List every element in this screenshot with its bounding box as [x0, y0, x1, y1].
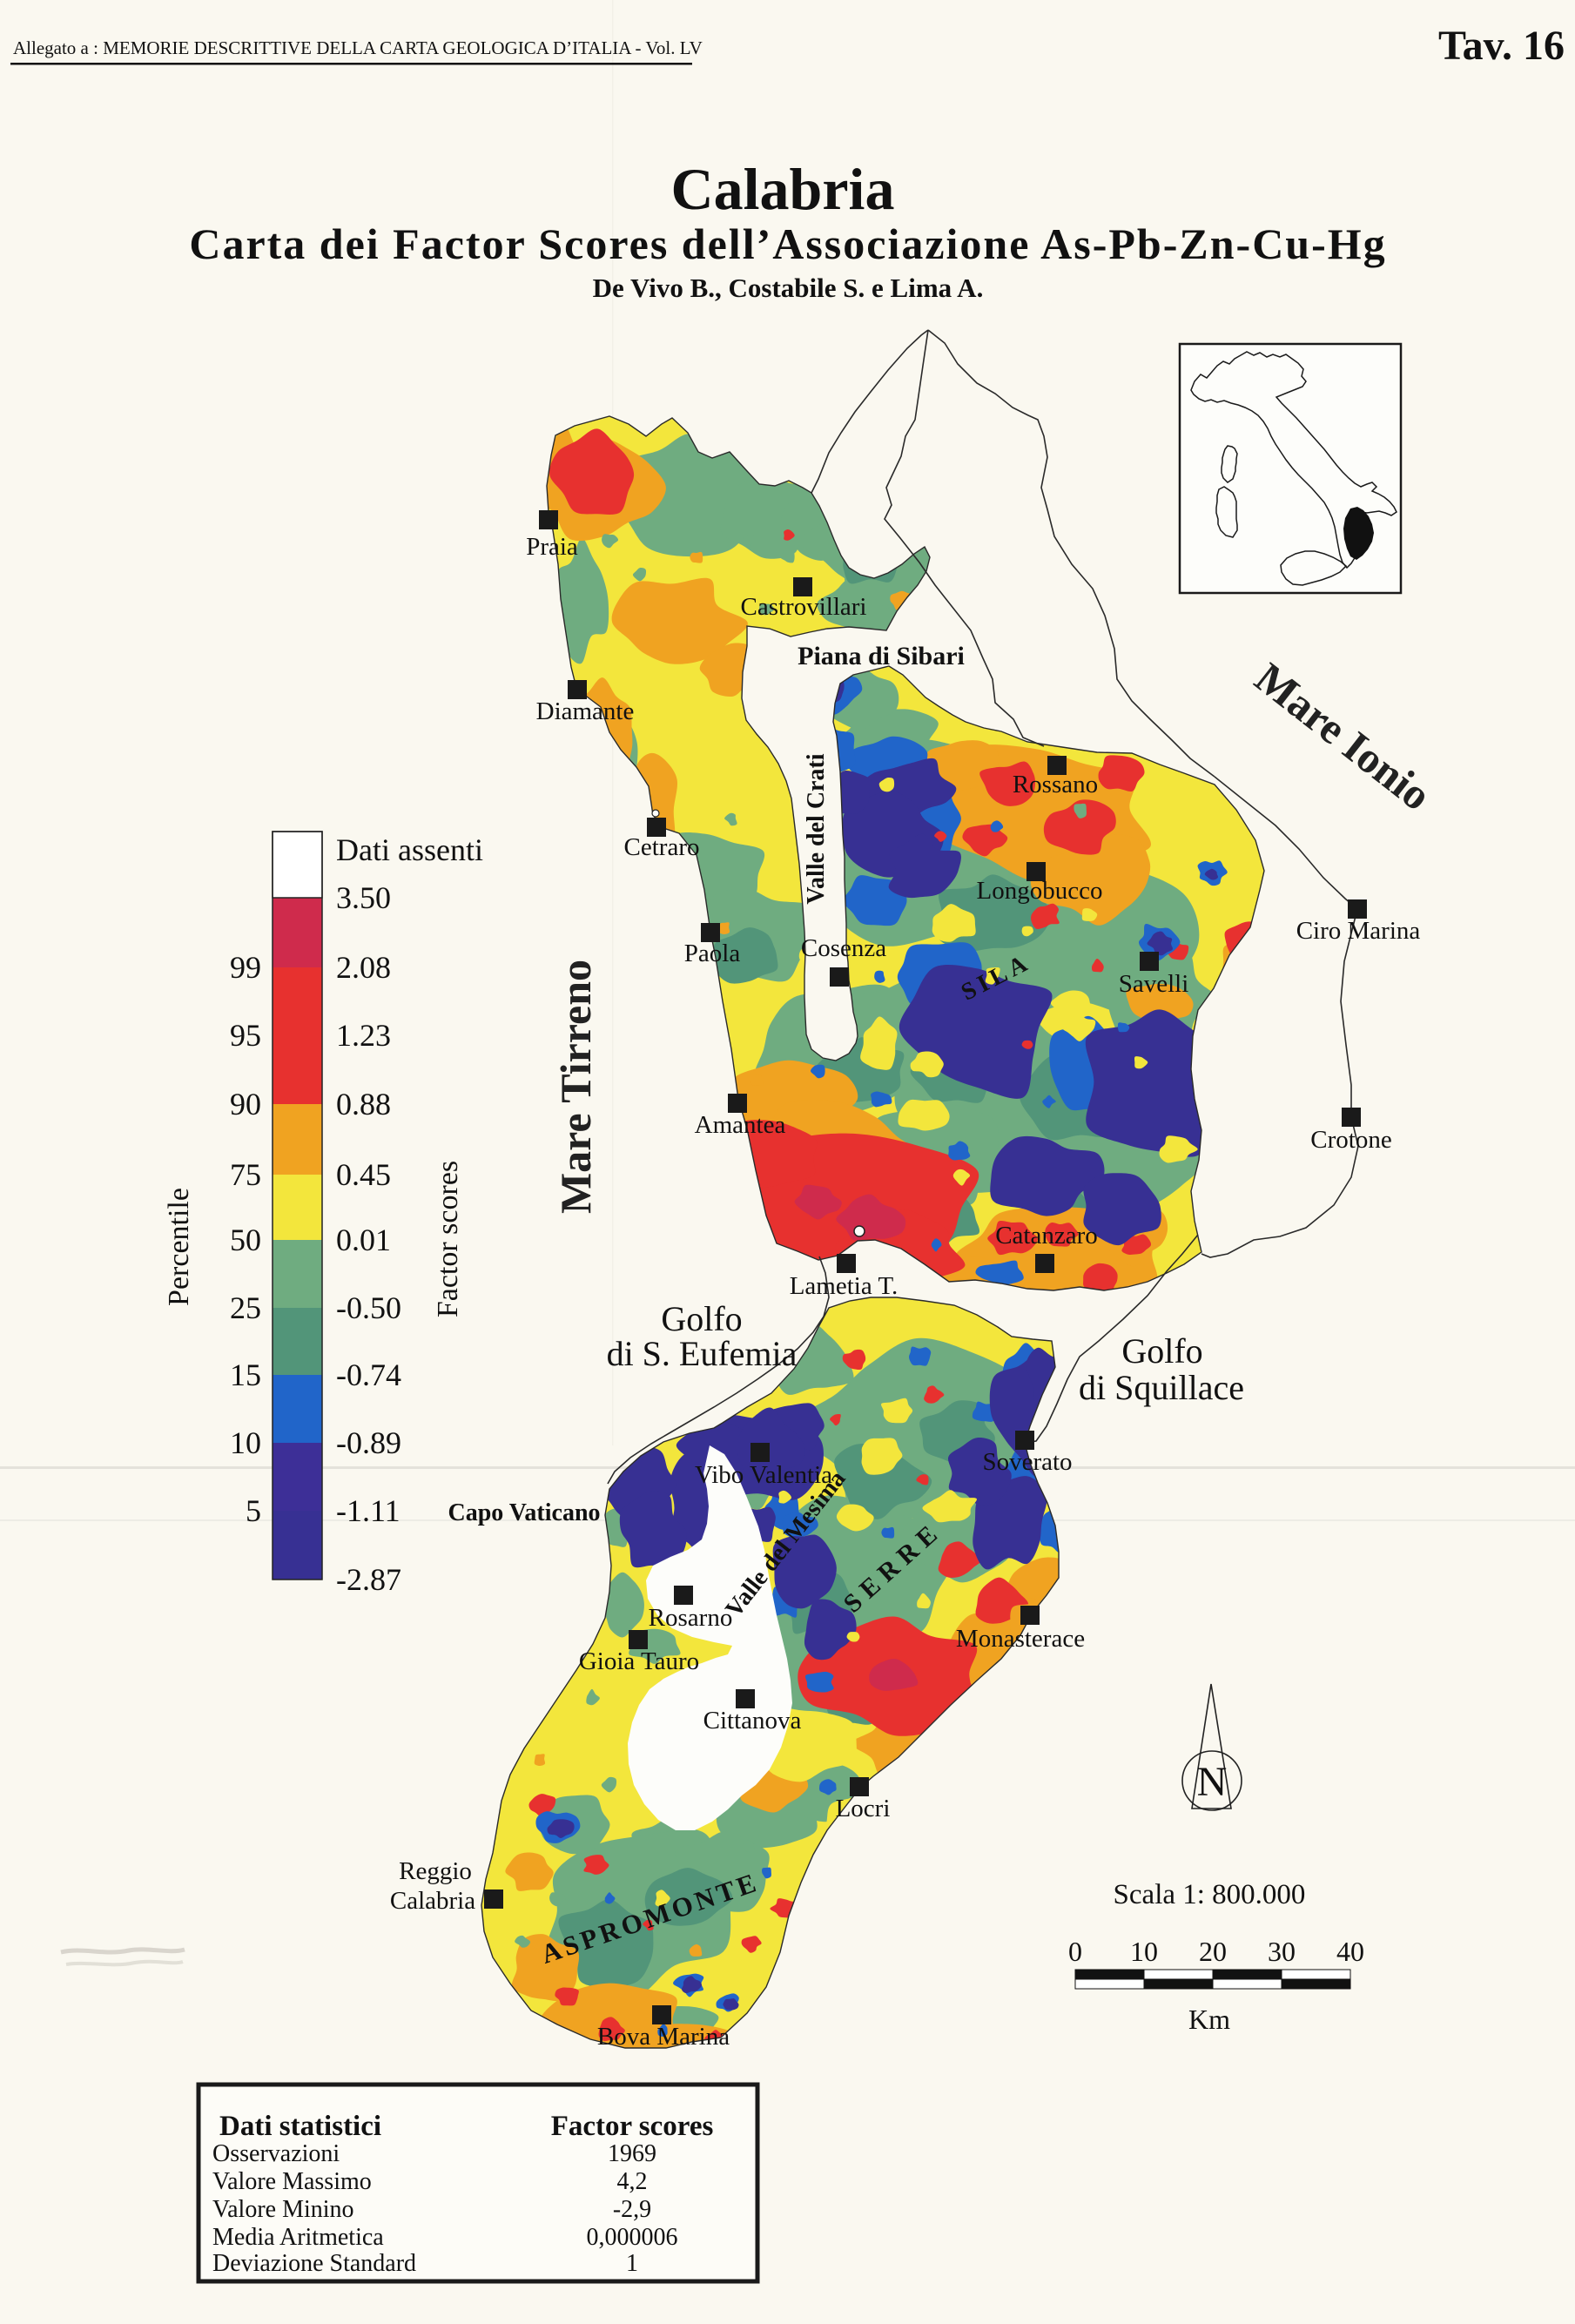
svg-text:Osservazioni: Osservazioni — [212, 2140, 340, 2167]
svg-text:Diamante: Diamante — [536, 697, 635, 725]
svg-text:-0.74: -0.74 — [336, 1357, 401, 1392]
svg-text:1: 1 — [626, 2250, 638, 2277]
svg-text:Soverato: Soverato — [982, 1448, 1072, 1476]
svg-text:Rossano: Rossano — [1013, 771, 1098, 798]
svg-text:Cittanova: Cittanova — [703, 1707, 802, 1735]
svg-text:Valle del Crati: Valle del Crati — [803, 753, 830, 904]
svg-text:Allegato a : MEMORIE DESCRITTI: Allegato a : MEMORIE DESCRITTIVE DELLA C… — [13, 37, 703, 58]
svg-text:Vibo Valentia: Vibo Valentia — [695, 1461, 832, 1489]
svg-text:95: 95 — [230, 1018, 261, 1053]
svg-text:N: N — [1197, 1759, 1228, 1805]
svg-text:Bova Marina: Bova Marina — [597, 2023, 730, 2051]
svg-text:Longobucco: Longobucco — [977, 877, 1103, 905]
svg-text:Factor scores: Factor scores — [432, 1161, 464, 1317]
svg-text:99: 99 — [230, 950, 261, 985]
svg-text:0.45: 0.45 — [336, 1157, 391, 1192]
svg-text:Gioia Tauro: Gioia Tauro — [579, 1647, 699, 1675]
svg-text:Reggio: Reggio — [399, 1857, 472, 1885]
svg-text:-0.89: -0.89 — [336, 1425, 401, 1460]
svg-text:Dati assenti: Dati assenti — [336, 832, 483, 867]
svg-text:20: 20 — [1199, 1936, 1227, 1967]
svg-text:Factor scores: Factor scores — [551, 2111, 714, 2142]
svg-text:4,2: 4,2 — [617, 2168, 648, 2195]
svg-text:15: 15 — [230, 1357, 261, 1392]
svg-text:Crotone: Crotone — [1310, 1126, 1391, 1154]
svg-text:90: 90 — [230, 1087, 261, 1122]
svg-text:50: 50 — [230, 1223, 261, 1257]
svg-text:1969: 1969 — [608, 2140, 656, 2167]
svg-text:Golfo: Golfo — [1121, 1331, 1202, 1371]
svg-text:Praia: Praia — [526, 533, 578, 561]
svg-text:-0.50: -0.50 — [336, 1290, 401, 1325]
svg-text:Amantea: Amantea — [695, 1111, 786, 1139]
svg-text:di S. Eufemia: di S. Eufemia — [607, 1334, 798, 1373]
svg-text:-1.11: -1.11 — [336, 1493, 400, 1528]
svg-text:Ciro Marina: Ciro Marina — [1296, 917, 1421, 945]
svg-text:75: 75 — [230, 1157, 261, 1192]
svg-text:Deviazione Standard: Deviazione Standard — [212, 2250, 416, 2277]
svg-text:Cetraro: Cetraro — [624, 833, 700, 861]
svg-text:0.01: 0.01 — [336, 1223, 391, 1257]
svg-text:Km: Km — [1188, 2004, 1230, 2035]
svg-text:Savelli: Savelli — [1119, 970, 1189, 998]
svg-text:Paola: Paola — [684, 940, 741, 967]
svg-text:Rosarno: Rosarno — [649, 1604, 733, 1632]
svg-text:di Squillace: di Squillace — [1079, 1368, 1244, 1407]
svg-text:2.08: 2.08 — [336, 950, 391, 985]
svg-text:Cosenza: Cosenza — [801, 934, 886, 962]
svg-text:3.50: 3.50 — [336, 880, 391, 915]
svg-text:Calabria: Calabria — [671, 156, 895, 222]
svg-text:Percentile: Percentile — [163, 1188, 195, 1306]
svg-text:Golfo: Golfo — [661, 1299, 742, 1338]
svg-text:Catanzaro: Catanzaro — [995, 1222, 1098, 1250]
svg-text:Tav. 16: Tav. 16 — [1438, 23, 1565, 69]
svg-text:Lametia T.: Lametia T. — [790, 1272, 899, 1300]
svg-text:Media Aritmetica: Media Aritmetica — [212, 2224, 384, 2251]
svg-text:-2.87: -2.87 — [336, 1562, 401, 1597]
svg-text:Locri: Locri — [836, 1795, 891, 1822]
svg-text:40: 40 — [1336, 1936, 1364, 1967]
svg-text:25: 25 — [230, 1290, 261, 1325]
svg-text:Capo Vaticano: Capo Vaticano — [448, 1499, 600, 1526]
svg-text:5: 5 — [246, 1493, 261, 1528]
svg-text:0.88: 0.88 — [336, 1087, 391, 1122]
svg-text:0: 0 — [1068, 1936, 1082, 1967]
svg-text:Monasterace: Monasterace — [956, 1625, 1085, 1653]
svg-text:Calabria: Calabria — [390, 1887, 475, 1915]
svg-text:1.23: 1.23 — [336, 1018, 391, 1053]
svg-text:Mare Tirreno: Mare Tirreno — [551, 960, 600, 1214]
svg-text:De Vivo B., Costabile S. e Lim: De Vivo B., Costabile S. e Lima A. — [593, 273, 984, 303]
svg-text:Piana di Sibari: Piana di Sibari — [798, 642, 965, 670]
svg-text:Carta dei Factor Scores dell’A: Carta dei Factor Scores dell’Associazion… — [189, 219, 1386, 268]
svg-text:0,000006: 0,000006 — [587, 2224, 678, 2251]
svg-text:Valore Minino: Valore Minino — [212, 2196, 354, 2223]
svg-text:Valore Massimo: Valore Massimo — [212, 2168, 372, 2195]
svg-text:30: 30 — [1268, 1936, 1296, 1967]
svg-text:-2,9: -2,9 — [613, 2196, 651, 2223]
svg-text:Castrovillari: Castrovillari — [741, 593, 867, 621]
svg-text:Dati statistici: Dati statistici — [219, 2111, 381, 2142]
svg-text:10: 10 — [230, 1425, 261, 1460]
svg-text:Scala 1: 800.000: Scala 1: 800.000 — [1114, 1879, 1306, 1910]
svg-text:10: 10 — [1130, 1936, 1158, 1967]
